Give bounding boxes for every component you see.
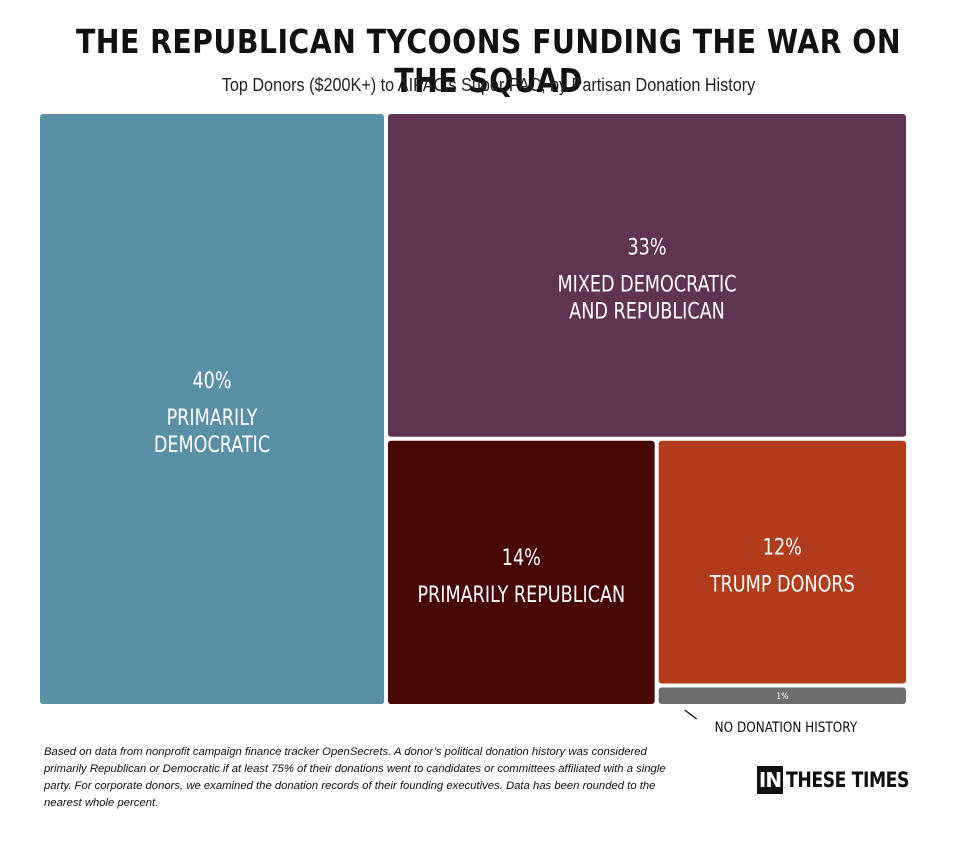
segment-rect-primarily-democratic (40, 114, 384, 704)
segment-label-primarily-republican: PRIMARILY REPUBLICAN (417, 582, 625, 607)
segment-rect-no-donation-history (658, 687, 906, 704)
value-label-primarily-republican: 14% (502, 545, 541, 570)
segment-label-no-donation-history: NO DONATION HISTORY (715, 720, 858, 736)
leader-line-no-donation-history (684, 709, 698, 720)
footnote: Based on data from nonprofit campaign fi… (44, 746, 666, 809)
segment-rect-mixed-democratic-and-republican (388, 114, 906, 437)
logo-wordmark: THESE TIMES (786, 768, 910, 792)
segment-label-mixed-democratic-and-republican-line-1: MIXED DEMOCRATIC (558, 271, 737, 296)
value-label-mixed-democratic-and-republican: 33% (627, 234, 666, 259)
segment-primarily-republican: 14% PRIMARILY REPUBLICAN (388, 440, 655, 704)
chart-subtitle: Top Donors ($200K+) to AIPAC’s Super PAC… (221, 75, 756, 95)
segment-label-mixed-democratic-and-republican-line-2: AND REPUBLICAN (569, 298, 725, 323)
in-these-times-logo[interactable]: IN THESE TIMES (757, 766, 936, 794)
value-label-trump-donors: 12% (763, 535, 802, 560)
segment-label-primarily-democratic-line-2: DEMOCRATIC (154, 432, 270, 457)
value-label-no-donation-history: 1% (776, 691, 788, 702)
segment-no-donation-history: 1% NO DONATION HISTORY (658, 687, 906, 736)
chart-title: THE REPUBLICAN TYCOONS FUNDING THE WAR O… (75, 22, 902, 100)
segment-rect-trump-donors (658, 440, 906, 684)
segment-rect-primarily-republican (388, 440, 655, 704)
logo-mark: IN (757, 766, 783, 794)
segment-trump-donors: 12% TRUMP DONORS (658, 440, 906, 684)
segment-label-primarily-democratic-line-1: PRIMARILY (167, 405, 259, 430)
segment-label-trump-donors: TRUMP DONORS (709, 572, 855, 597)
value-label-primarily-democratic: 40% (192, 368, 231, 393)
